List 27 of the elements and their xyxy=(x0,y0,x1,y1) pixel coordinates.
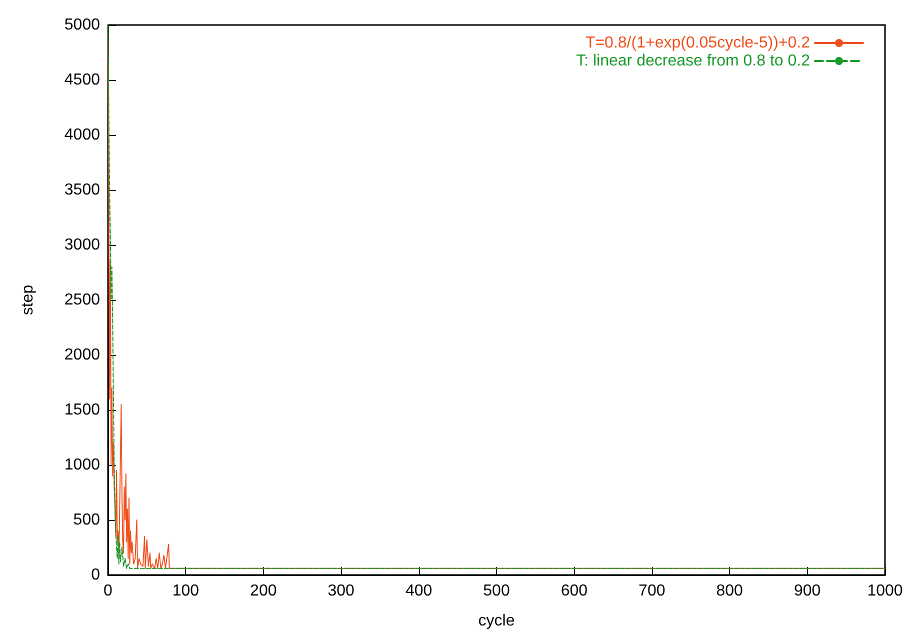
y-axis-title: step xyxy=(20,284,36,316)
x-axis-title: cycle xyxy=(478,612,515,630)
x-tick-label: 0 xyxy=(104,582,113,600)
y-tick-label: 1000 xyxy=(64,456,100,474)
legend-label: T=0.8/(1+exp(0.05cycle-5))+0.2 xyxy=(585,34,810,52)
x-tick-label: 600 xyxy=(560,582,588,600)
x-tick-label: 900 xyxy=(794,582,821,600)
x-tick-label: 400 xyxy=(405,582,432,600)
y-tick-label: 5000 xyxy=(64,16,100,34)
x-tick-label: 200 xyxy=(250,582,277,600)
x-tick-label: 500 xyxy=(483,582,510,600)
y-tick-label: 4500 xyxy=(64,72,100,88)
x-tick-label: 700 xyxy=(638,582,666,600)
y-tick-label: 1500 xyxy=(64,402,100,418)
y-tick-label: 3000 xyxy=(64,236,100,254)
y-tick-label: 2000 xyxy=(64,346,100,364)
y-tick-label: 0 xyxy=(91,566,100,584)
y-tick-label: 3500 xyxy=(64,182,100,198)
x-tick-label: 100 xyxy=(172,582,200,600)
y-tick-label: 2500 xyxy=(64,292,100,308)
line-series xyxy=(108,24,886,569)
legend-label: T: linear decrease from 0.8 to 0.2 xyxy=(576,52,810,70)
y-tick-label: 500 xyxy=(73,512,100,528)
x-tick-label: 300 xyxy=(328,582,355,600)
x-tick-label: 1000 xyxy=(867,582,903,600)
y-tick-label: 4000 xyxy=(64,126,100,144)
x-tick-label: 800 xyxy=(716,582,744,600)
